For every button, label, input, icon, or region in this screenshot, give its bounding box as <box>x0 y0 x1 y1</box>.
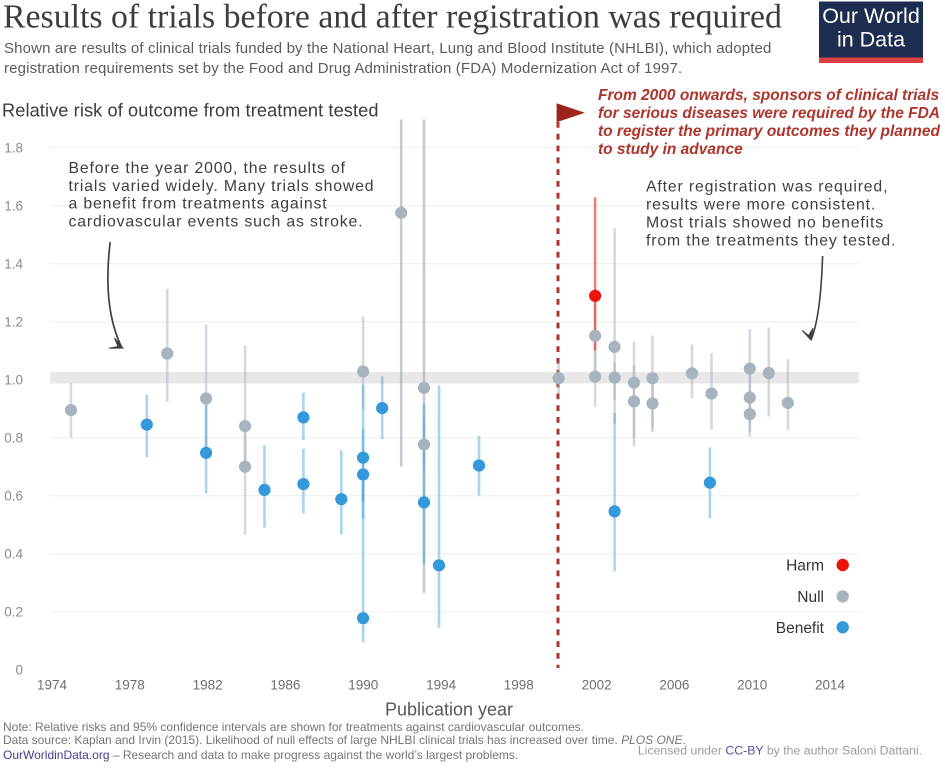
svg-text:1.0: 1.0 <box>4 372 23 387</box>
svg-text:0.2: 0.2 <box>4 605 23 620</box>
svg-text:results were more consistent.: results were more consistent. <box>646 197 876 214</box>
svg-text:a benefit from treatments agai: a benefit from treatments against <box>69 196 328 213</box>
svg-text:for serious diseases were requ: for serious diseases were required by th… <box>598 105 940 122</box>
svg-text:Before the year 2000, the resu: Before the year 2000, the results of <box>69 160 346 177</box>
svg-text:0.8: 0.8 <box>4 431 23 446</box>
svg-text:After registration was require: After registration was required, <box>646 179 888 196</box>
svg-text:1.4: 1.4 <box>4 256 23 271</box>
svg-text:Our World: Our World <box>822 4 920 28</box>
svg-text:cardiovascular events such as: cardiovascular events such as stroke. <box>69 213 364 230</box>
svg-text:to register the primary outcom: to register the primary outcomes they pl… <box>598 123 940 140</box>
svg-text:0: 0 <box>15 663 23 678</box>
svg-text:Relative risk of outcome from: Relative risk of outcome from treatment … <box>2 101 379 121</box>
svg-text:1.2: 1.2 <box>4 314 23 329</box>
svg-text:Results of trials before and a: Results of trials before and after regis… <box>3 0 782 36</box>
svg-text:Publication year: Publication year <box>385 700 513 720</box>
svg-text:Benefit: Benefit <box>776 620 825 637</box>
svg-text:1.8: 1.8 <box>4 140 23 155</box>
svg-text:to study in advance: to study in advance <box>598 141 743 158</box>
svg-text:from the treatments they teste: from the treatments they tested. <box>646 233 896 250</box>
svg-text:1974: 1974 <box>37 678 68 693</box>
svg-text:in Data: in Data <box>837 28 905 52</box>
svg-text:OurWorldinData.org – Research: OurWorldinData.org – Research and data t… <box>3 748 518 762</box>
svg-text:registration requirements set: registration requirements set by the Foo… <box>4 60 682 77</box>
svg-text:0.6: 0.6 <box>4 489 23 504</box>
svg-text:Data source: Kaplan and Irvin: Data source: Kaplan and Irvin (2015). Li… <box>3 733 686 747</box>
svg-text:From 2000 onwards, sponsors of: From 2000 onwards, sponsors of clinical … <box>598 87 939 104</box>
svg-text:2002: 2002 <box>582 678 612 693</box>
svg-text:2006: 2006 <box>659 678 689 693</box>
svg-text:Harm: Harm <box>786 558 824 575</box>
svg-text:Most trials showed no benefits: Most trials showed no benefits <box>646 215 884 232</box>
svg-text:Null: Null <box>797 589 824 606</box>
svg-text:1986: 1986 <box>270 678 300 693</box>
svg-text:1982: 1982 <box>193 678 223 693</box>
svg-text:2010: 2010 <box>737 678 767 693</box>
svg-text:Shown are results of clinical: Shown are results of clinical trials fun… <box>4 40 772 57</box>
svg-text:1990: 1990 <box>348 678 378 693</box>
svg-text:0.4: 0.4 <box>4 547 23 562</box>
svg-text:1.6: 1.6 <box>4 198 23 213</box>
svg-text:Licensed under CC-BY by the au: Licensed under CC-BY by the author Salon… <box>638 744 922 758</box>
svg-text:2014: 2014 <box>815 678 846 693</box>
svg-text:1994: 1994 <box>426 678 457 693</box>
svg-text:1978: 1978 <box>115 678 145 693</box>
svg-text:trials varied widely. Many tri: trials varied widely. Many trials showed <box>69 178 375 195</box>
svg-text:1998: 1998 <box>504 678 534 693</box>
svg-text:Note: Relative risks and 95% c: Note: Relative risks and 95% confidence … <box>3 720 584 734</box>
